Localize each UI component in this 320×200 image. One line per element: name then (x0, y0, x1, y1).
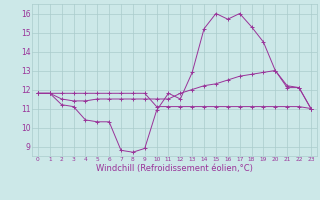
X-axis label: Windchill (Refroidissement éolien,°C): Windchill (Refroidissement éolien,°C) (96, 164, 253, 173)
